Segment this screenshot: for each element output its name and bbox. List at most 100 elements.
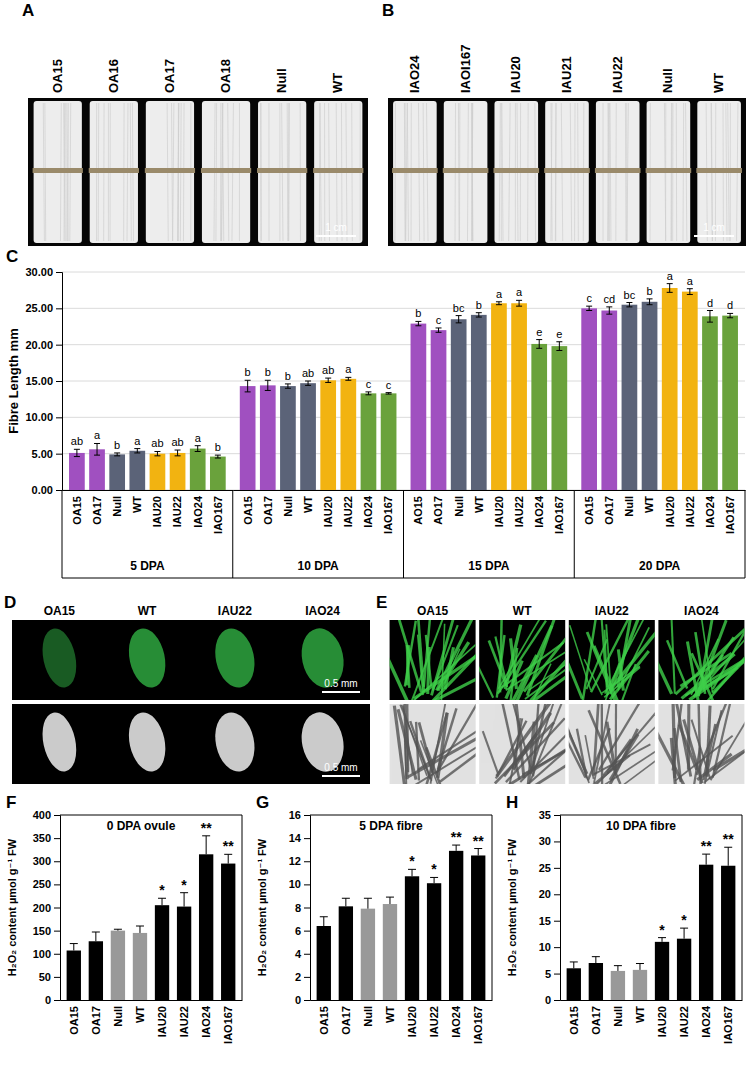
tick: 30 <box>539 835 560 847</box>
fibre-texture <box>569 704 655 784</box>
axis-line <box>554 816 561 1001</box>
bar <box>240 386 256 490</box>
tick-mark <box>304 908 310 909</box>
bar <box>722 316 738 490</box>
tick-label: 35 <box>539 809 551 821</box>
significance-mark: ** <box>701 838 712 854</box>
tick-label: OA17 <box>90 1006 102 1035</box>
tick: IAO24 <box>200 1005 212 1038</box>
panel-label: B <box>382 1 394 20</box>
tick-label: OA17 <box>91 496 103 525</box>
error-bar <box>285 384 291 388</box>
tick: AO17 <box>432 496 444 525</box>
tick: 14 <box>289 832 310 844</box>
tick-label: IAU20 <box>156 1006 168 1037</box>
fibre-texture <box>658 704 744 784</box>
tick-label: IAU22 <box>678 1006 690 1037</box>
significance-letter: b <box>114 439 120 451</box>
tick: Null <box>623 496 635 517</box>
error-bar <box>320 917 328 926</box>
tick: OA17 <box>262 496 274 525</box>
error-bar <box>614 966 622 971</box>
fibre-texture <box>658 620 744 700</box>
tick-label: 400 <box>33 809 51 821</box>
bar <box>381 393 397 490</box>
fibre-bundle <box>90 101 138 243</box>
bar <box>405 876 419 1000</box>
tick: IAO167 <box>382 496 394 534</box>
tick-label: IAU22 <box>178 1006 190 1037</box>
table-line <box>62 490 63 578</box>
table-line <box>745 490 746 578</box>
sample-label: WT <box>513 604 532 618</box>
tick: WT <box>473 496 485 513</box>
error-bar <box>727 313 733 317</box>
fibre <box>501 643 563 688</box>
fibre <box>667 640 687 688</box>
bar <box>589 963 603 1000</box>
bar <box>150 454 166 490</box>
fibre-bundle <box>314 101 362 243</box>
error-bar <box>74 449 80 456</box>
tick: 5.00 <box>32 448 62 460</box>
axis-line <box>404 490 575 491</box>
table-line <box>403 490 404 578</box>
tick: IAO24 <box>450 1005 462 1038</box>
error-bar <box>134 449 140 453</box>
photo <box>374 594 750 789</box>
plot-frame <box>310 815 492 1000</box>
significance-mark: * <box>681 912 687 928</box>
significance-letter: ab <box>171 436 183 448</box>
tick: 20.00 <box>25 339 62 351</box>
fibre-bundle <box>494 101 538 243</box>
error-bar <box>195 446 201 452</box>
bar <box>611 971 625 1000</box>
significance-letter: c <box>586 292 592 304</box>
tick-label: IAO167 <box>472 1006 484 1044</box>
tick-mark <box>554 947 560 948</box>
bar <box>320 380 336 490</box>
bar <box>662 288 678 490</box>
sample-label: IAO24 <box>684 604 719 618</box>
error-bar <box>114 929 122 930</box>
tick: Null <box>612 1006 624 1027</box>
photo <box>28 98 368 246</box>
tick-label: WT <box>384 1006 396 1023</box>
tick: 25 <box>539 862 560 874</box>
error-bar <box>158 898 166 905</box>
tick: OA15 <box>242 496 254 525</box>
bar <box>111 931 125 1000</box>
tick-label: OA15 <box>568 1006 580 1035</box>
fibre <box>594 646 618 700</box>
fibre <box>514 704 524 778</box>
tick-label: 2 <box>295 971 301 983</box>
scale-bar <box>694 235 734 237</box>
sample-label: IAU22 <box>610 56 625 93</box>
tick: Null <box>362 1006 374 1027</box>
fibre <box>695 639 744 695</box>
photo-background <box>12 704 370 784</box>
tick-label: 5.00 <box>32 448 53 460</box>
error-bar <box>658 938 666 942</box>
tick: AO15 <box>412 496 424 525</box>
tick: IAU20 <box>322 496 334 527</box>
significance-letter: b <box>265 366 271 378</box>
tick: IAU22 <box>171 496 183 527</box>
tick: 0.00 <box>32 484 62 496</box>
bar <box>109 454 125 490</box>
tick: 150 <box>33 925 60 937</box>
tick: IAU20 <box>406 1006 418 1037</box>
significance-letter: a <box>345 363 352 375</box>
tick-label: IAU20 <box>406 1006 418 1037</box>
error-bar <box>436 328 442 332</box>
tick-mark <box>554 894 560 895</box>
bar <box>260 385 276 490</box>
fibre-bundle <box>444 101 488 243</box>
bar <box>601 311 617 490</box>
group-label: 20 DPA <box>639 559 680 573</box>
panel-label: H <box>506 793 518 812</box>
bar <box>411 324 427 490</box>
labels: ****** <box>409 829 484 877</box>
chart-title: 10 DPA fibre <box>606 819 676 833</box>
tick-label: 10.00 <box>25 411 53 423</box>
